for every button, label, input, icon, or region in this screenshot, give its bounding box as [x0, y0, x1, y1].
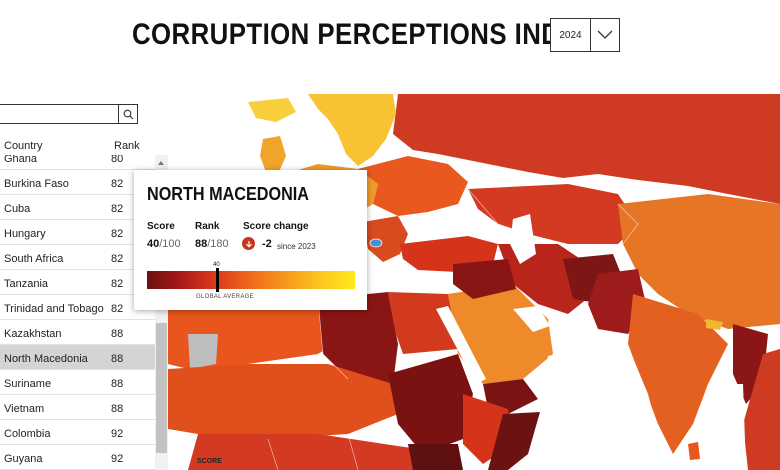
country-rank: 82 — [111, 228, 124, 240]
map-region-sudan — [388, 354, 473, 454]
country-tooltip: NORTH MACEDONIA Score Rank Score change … — [134, 170, 367, 310]
country-rank: 88 — [111, 328, 124, 340]
map-sea-red — [436, 306, 486, 384]
map-region-c-africa — [188, 434, 428, 470]
country-name: Vietnam — [4, 403, 45, 415]
rank-value: 88 — [195, 238, 208, 250]
map-score-legend-label: SCORE — [197, 458, 222, 465]
map-region-iraq-syria — [453, 259, 516, 299]
map-region-iceland — [248, 98, 296, 122]
score-value: 40 — [147, 238, 160, 250]
arrow-down-icon — [242, 237, 255, 250]
score-value-group: 40/100 — [147, 238, 181, 250]
country-list: Ghana 80 Burkina Faso 82 Cuba 82 Hungary 82 … — [0, 155, 155, 470]
map-sea-caspian — [510, 214, 536, 264]
country-name: Hungary — [4, 228, 46, 240]
scrollbar-thumb[interactable] — [156, 323, 167, 453]
country-rank: 82 — [111, 203, 124, 215]
country-rank: 82 — [111, 278, 124, 290]
score-change-label: Score change — [243, 221, 309, 232]
map-region-sahel — [168, 364, 398, 439]
country-name: Kazakhstan — [4, 328, 62, 340]
tooltip-country-name: NORTH MACEDONIA — [147, 184, 309, 204]
map-sea-arabian — [540, 346, 668, 470]
map-region-china — [618, 194, 780, 329]
scroll-up-icon[interactable] — [158, 161, 164, 165]
search-icon[interactable] — [118, 104, 138, 124]
page-title: CORRUPTION PERCEPTIONS INDEX — [132, 18, 596, 51]
chevron-down-icon[interactable] — [591, 30, 619, 40]
map-region-north-macedonia — [369, 238, 383, 248]
list-item[interactable]: Suriname 88 — [0, 370, 155, 395]
column-header-rank[interactable]: Rank — [114, 140, 140, 152]
map-region-somalia — [488, 412, 540, 470]
country-rank: 82 — [111, 253, 124, 265]
map-region-e-europe — [358, 156, 468, 216]
country-rank: 82 — [111, 178, 124, 190]
list-item[interactable]: Kazakhstan 88 — [0, 320, 155, 345]
list-item[interactable]: Cuba 82 — [0, 195, 155, 220]
country-name: Suriname — [4, 378, 52, 390]
list-item[interactable]: Guyana 92 — [0, 445, 155, 470]
list-item[interactable]: Vietnam 88 — [0, 395, 155, 420]
score-change-value: -2 — [262, 238, 272, 250]
list-item[interactable]: Ghana 80 — [0, 155, 155, 170]
country-name: Guyana — [4, 453, 43, 465]
list-item[interactable]: South Africa 82 — [0, 245, 155, 270]
map-region-libya — [318, 292, 398, 384]
country-rank: 88 — [111, 353, 124, 365]
map-region-uk — [260, 136, 286, 174]
map-region-egypt — [388, 292, 458, 354]
list-item[interactable]: Colombia 92 — [0, 420, 155, 445]
list-item[interactable]: Burkina Faso 82 — [0, 170, 155, 195]
score-label: Score — [147, 221, 175, 232]
map-region-w-sahara — [188, 334, 218, 369]
country-name: Burkina Faso — [4, 178, 69, 190]
column-header-country[interactable]: Country — [4, 140, 43, 152]
list-item[interactable]: Hungary 82 — [0, 220, 155, 245]
map-sea-gulf — [513, 306, 550, 332]
map-region-balkans — [363, 216, 408, 262]
list-item[interactable]: Trinidad and Tobago 82 — [0, 295, 155, 320]
map-sea-bay-bengal — [696, 384, 746, 470]
rank-total: /180 — [207, 238, 229, 250]
year-value: 2024 — [559, 29, 582, 41]
country-name: Trinidad and Tobago — [4, 303, 104, 315]
country-rank: 92 — [111, 453, 124, 465]
map-region-sri-lanka — [688, 442, 700, 460]
country-rank: 92 — [111, 428, 124, 440]
rank-label: Rank — [195, 221, 220, 232]
list-item-selected[interactable]: North Macedonia 88 — [0, 345, 155, 370]
country-name: Tanzania — [4, 278, 49, 290]
map-sea-black — [428, 212, 483, 234]
map-region-s-sudan — [408, 444, 463, 470]
country-rank: 88 — [111, 403, 124, 415]
score-scale-marker — [216, 268, 219, 292]
dropdown-divider — [590, 19, 591, 51]
score-change-since: since 2023 — [277, 242, 316, 251]
rank-value-group: 88/180 — [195, 238, 229, 250]
score-scale-bar — [147, 271, 355, 289]
map-region-scandinavia — [308, 94, 396, 166]
map-region-central-asia — [468, 184, 638, 244]
map-region-se-asia — [743, 349, 780, 470]
country-name: Cuba — [4, 203, 31, 215]
map-region-russia — [393, 94, 780, 204]
map-region-india — [628, 294, 728, 454]
country-name: Colombia — [4, 428, 51, 440]
score-scale-marker-value: 40 — [213, 262, 220, 268]
map-region-nepal — [706, 319, 723, 330]
country-name: Ghana — [4, 155, 38, 165]
year-dropdown[interactable]: 2024 — [550, 18, 620, 52]
country-rank: 88 — [111, 378, 124, 390]
score-total: /100 — [159, 238, 181, 250]
country-name: South Africa — [4, 253, 64, 265]
country-rank: 80 — [111, 155, 124, 165]
country-rank: 82 — [111, 303, 124, 315]
list-item[interactable]: Tanzania 82 — [0, 270, 155, 295]
country-name: North Macedonia — [4, 353, 88, 365]
global-average-caption: GLOBAL AVERAGE — [196, 294, 254, 300]
